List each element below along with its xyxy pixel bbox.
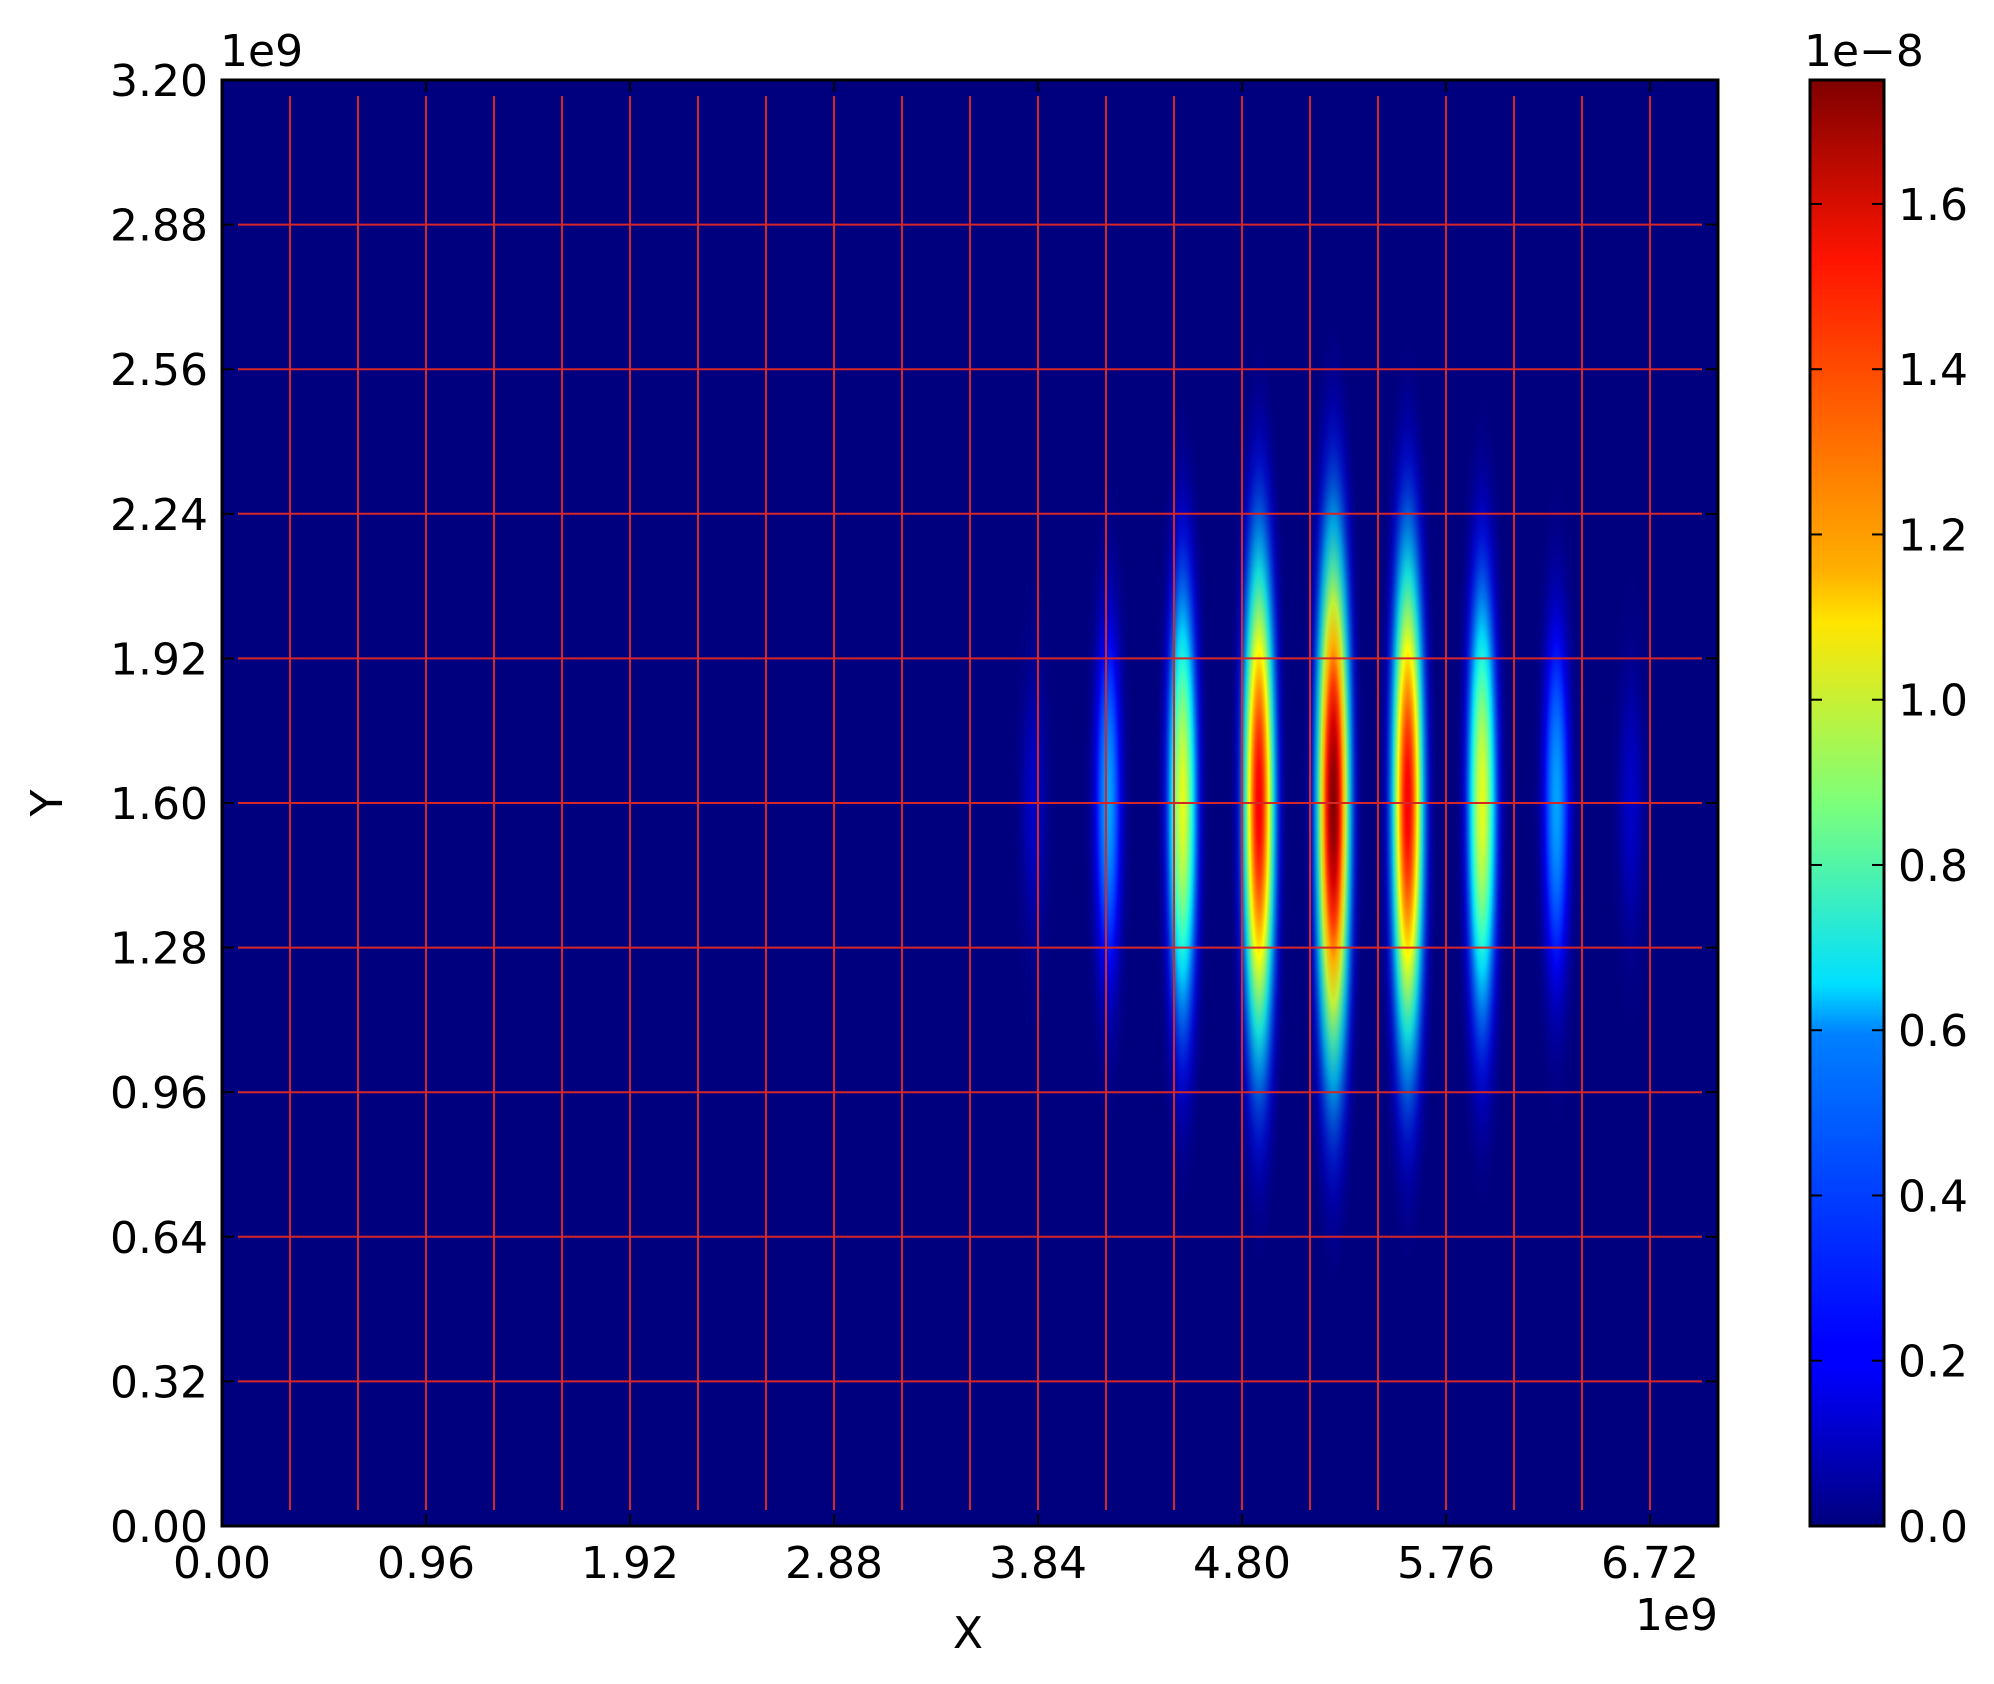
y-tick-label: 2.56 bbox=[110, 345, 208, 396]
heatmap-blobs bbox=[1011, 323, 1654, 1283]
colorbar-frame bbox=[1808, 78, 1886, 1528]
x-tick-label: 6.72 bbox=[1601, 1538, 1699, 1589]
x-tick-label: 3.84 bbox=[989, 1538, 1087, 1589]
colorbar-tick-label: 1.2 bbox=[1898, 510, 1968, 561]
colorbar-gradient bbox=[1810, 80, 1884, 1526]
plot-area bbox=[220, 78, 1720, 1528]
y-tick-label: 1.60 bbox=[110, 779, 208, 830]
x-axis-label: X bbox=[953, 1608, 983, 1659]
colorbar-offset-label: 1e−8 bbox=[1804, 26, 1924, 77]
x-tick-label: 2.88 bbox=[785, 1538, 883, 1589]
colorbar-tick-label: 0.0 bbox=[1898, 1502, 1968, 1553]
y-tick-label: 1.28 bbox=[110, 924, 208, 975]
x-tick-label: 5.76 bbox=[1397, 1538, 1495, 1589]
y-axis-label: Y bbox=[22, 789, 73, 817]
y-tick-label: 0.32 bbox=[110, 1357, 208, 1408]
y-offset-label: 1e9 bbox=[220, 26, 303, 77]
x-tick-label: 4.80 bbox=[1193, 1538, 1291, 1589]
colorbar-tick-label: 0.6 bbox=[1898, 1006, 1968, 1057]
colorbar-tick-label: 1.6 bbox=[1898, 180, 1968, 231]
x-offset-label: 1e9 bbox=[1635, 1590, 1718, 1641]
y-tick-label: 0.00 bbox=[110, 1502, 208, 1553]
x-axis-ticks: 0.00 0.96 1.92 2.88 3.84 4.80 5.76 6.72 bbox=[173, 80, 1699, 1589]
y-tick-label: 0.64 bbox=[110, 1213, 208, 1264]
colorbar-tick-label: 1.4 bbox=[1898, 345, 1968, 396]
y-tick-label: 0.96 bbox=[110, 1068, 208, 1119]
colorbar-tick-label: 0.2 bbox=[1898, 1337, 1968, 1388]
colorbar-tick-label: 0.4 bbox=[1898, 1171, 1968, 1222]
colorbar-tick-label: 0.8 bbox=[1898, 841, 1968, 892]
colorbar-tick-label: 1.0 bbox=[1898, 676, 1968, 727]
y-tick-label: 1.92 bbox=[110, 634, 208, 685]
colorbar: 0.0 0.2 0.4 0.6 0.8 1.0 1.2 1.4 1.6 1e−8 bbox=[1804, 26, 1968, 1553]
colorbar-ticks: 0.0 0.2 0.4 0.6 0.8 1.0 1.2 1.4 1.6 bbox=[1810, 180, 1968, 1553]
y-tick-label: 3.20 bbox=[110, 56, 208, 107]
y-tick-label: 2.24 bbox=[110, 490, 208, 541]
x-tick-label: 1.92 bbox=[581, 1538, 679, 1589]
grid-lines bbox=[238, 96, 1702, 1510]
y-axis-ticks: 0.00 0.32 0.64 0.96 1.28 1.60 1.92 2.24 2.56 2.88… bbox=[110, 56, 1718, 1553]
x-tick-label: 0.96 bbox=[377, 1538, 475, 1589]
y-tick-label: 2.88 bbox=[110, 201, 208, 252]
x-tick-label: 0.00 bbox=[173, 1538, 271, 1589]
